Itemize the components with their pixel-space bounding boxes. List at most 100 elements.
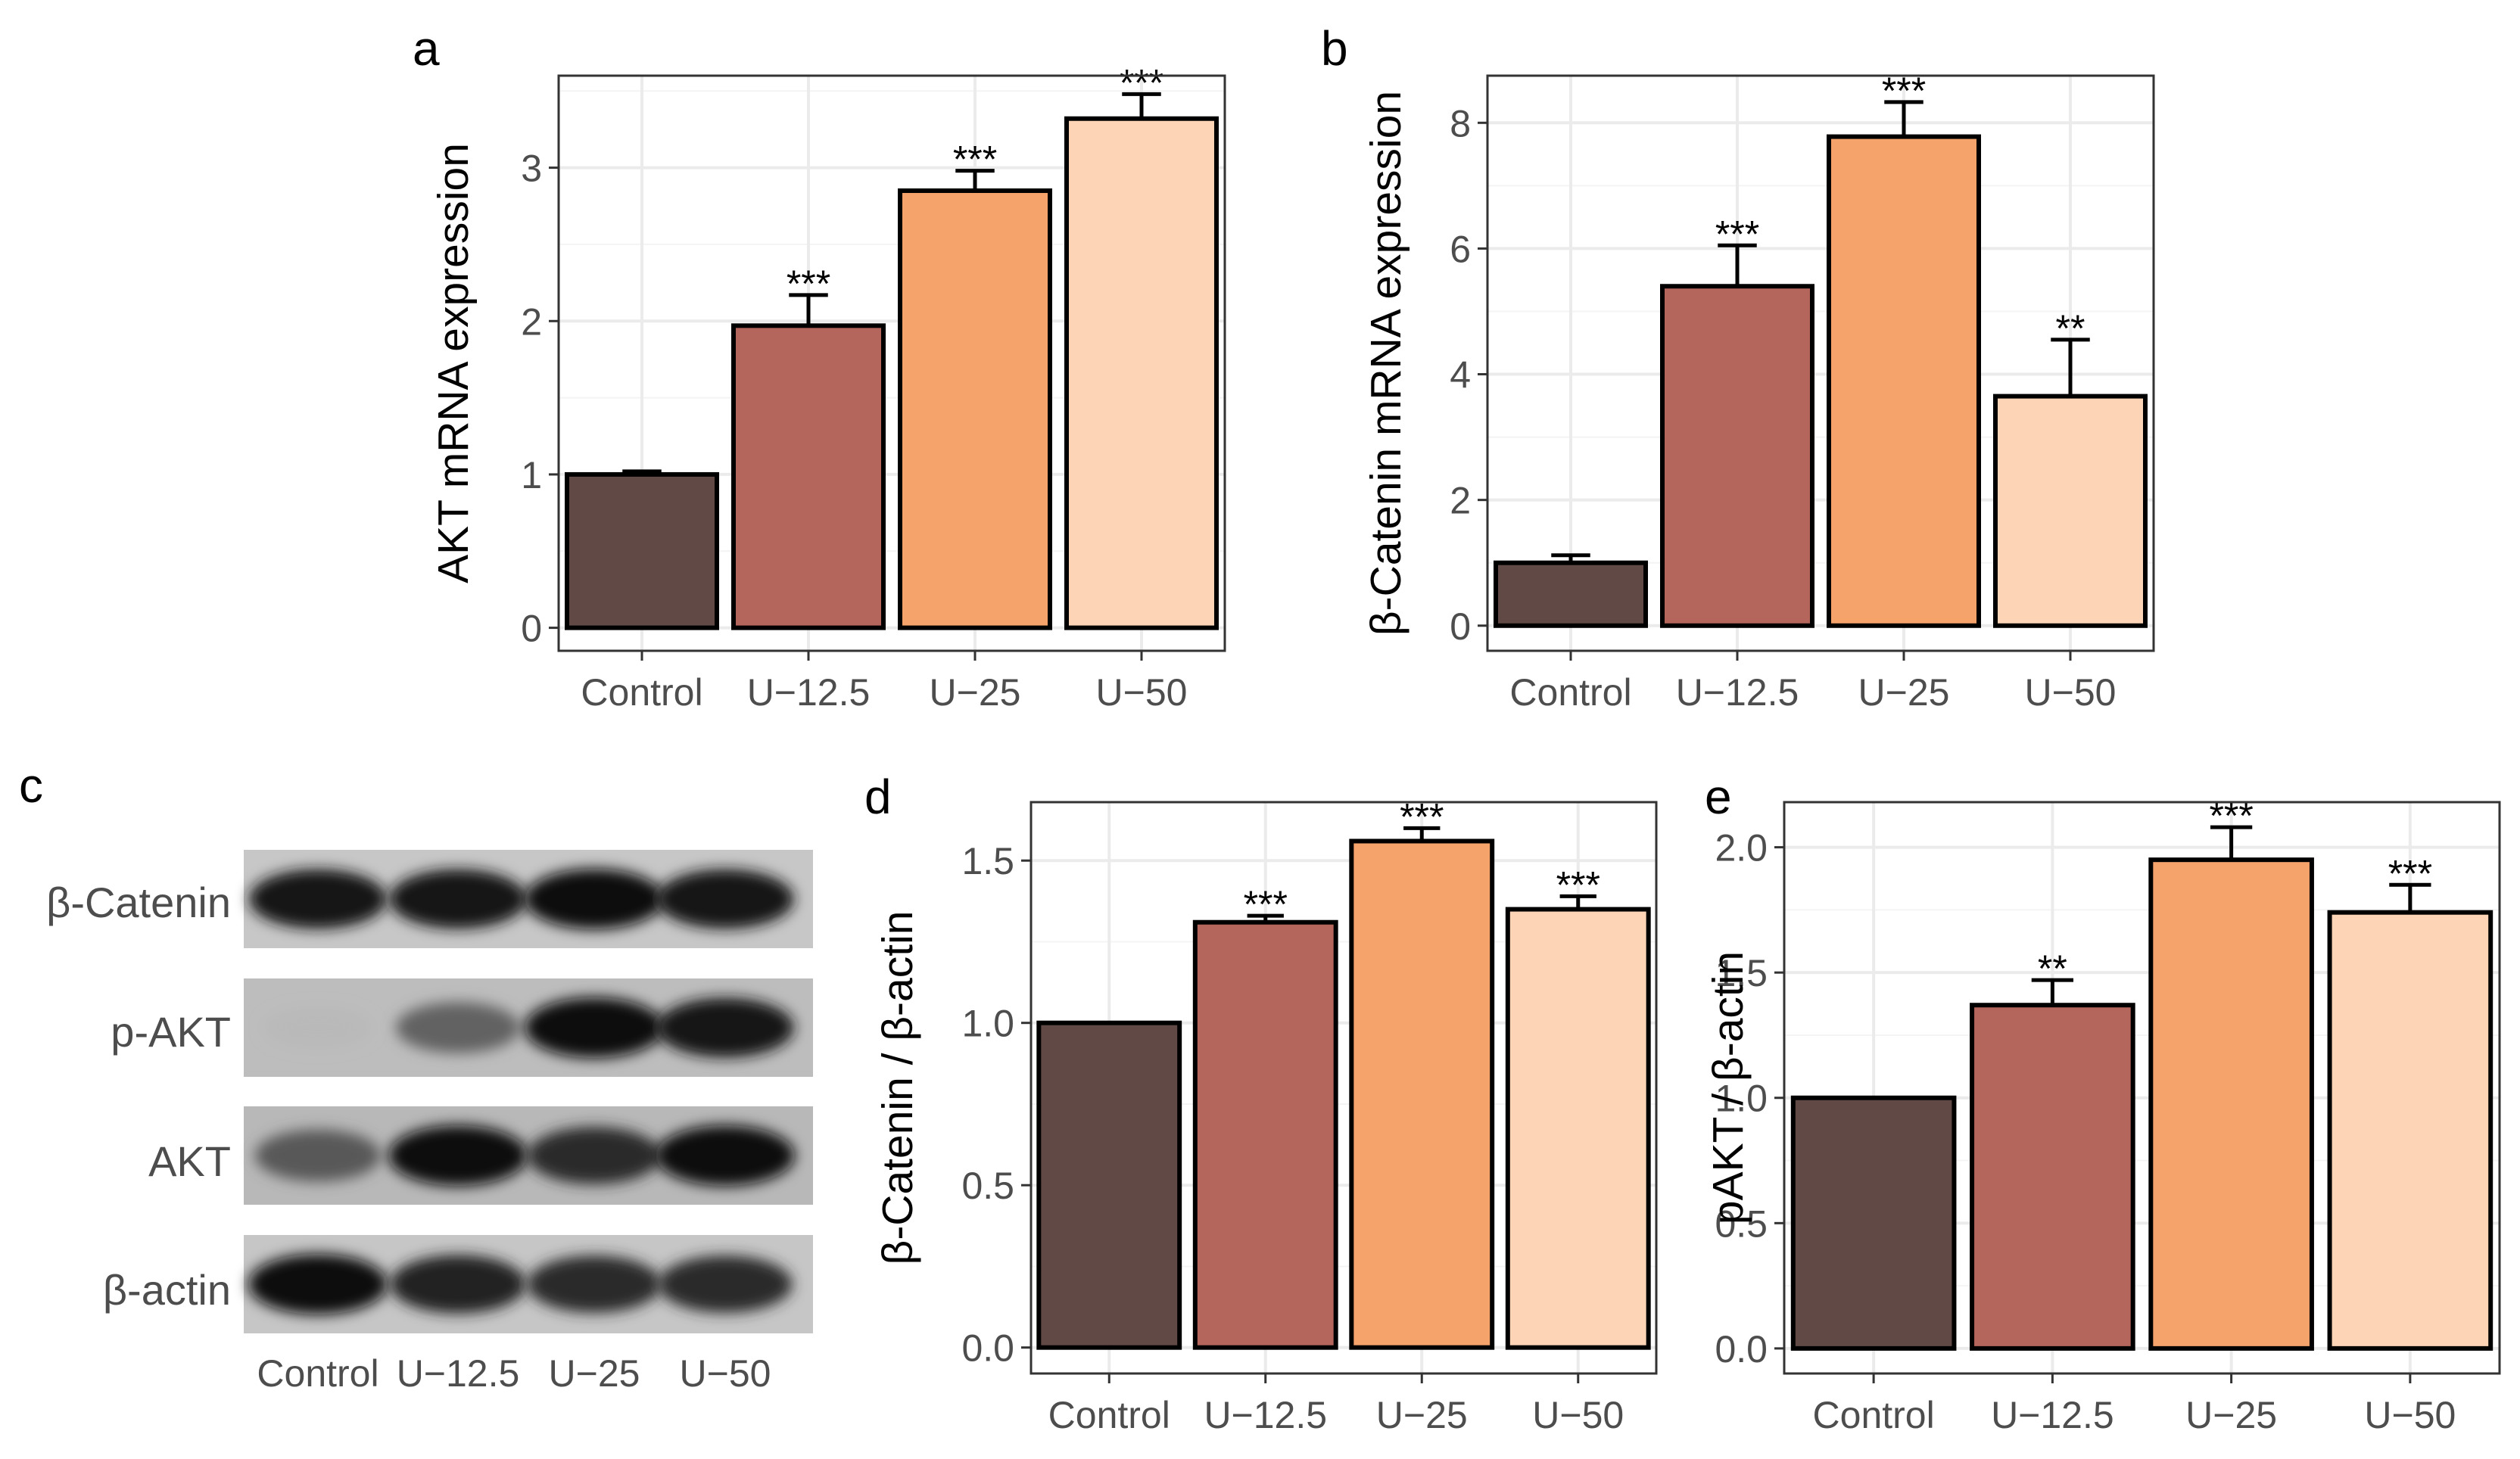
significance-label: *** bbox=[1120, 61, 1163, 104]
x-tick-label: U−50 bbox=[1532, 1394, 1624, 1436]
significance-label: ** bbox=[2038, 947, 2067, 990]
y-axis-title: β-Catenin mRNA expression bbox=[1362, 91, 1410, 636]
blot-band bbox=[527, 1127, 662, 1184]
bar bbox=[1827, 134, 1981, 628]
significance-label: *** bbox=[953, 138, 997, 181]
y-tick-label: 1 bbox=[521, 454, 542, 496]
y-tick-label: 6 bbox=[1450, 228, 1471, 270]
y-tick-label: 0.0 bbox=[961, 1327, 1014, 1370]
bar bbox=[898, 188, 1052, 630]
bar bbox=[1494, 560, 1648, 628]
blot-band bbox=[658, 1255, 793, 1313]
y-tick-label: 2 bbox=[1450, 480, 1471, 522]
x-tick-label: U−12.5 bbox=[1676, 671, 1799, 714]
bar bbox=[1993, 394, 2148, 628]
blot-lane-label: U−50 bbox=[680, 1352, 771, 1395]
chart-panel-e: 0.00.51.01.52.0********Control U−12.5 U−25… bbox=[1704, 795, 2501, 1436]
blot-band bbox=[527, 1255, 662, 1313]
y-tick-label: 8 bbox=[1450, 102, 1471, 145]
significance-label: *** bbox=[1715, 213, 1759, 255]
y-tick-label: 0.5 bbox=[1715, 1202, 1768, 1245]
x-tick-label: U−25 bbox=[1376, 1394, 1468, 1436]
y-tick-label: 2.0 bbox=[1715, 827, 1768, 869]
bar bbox=[1349, 838, 1495, 1350]
bar bbox=[1505, 907, 1651, 1350]
y-tick-label: 0.5 bbox=[961, 1165, 1014, 1207]
y-tick-label: 4 bbox=[1450, 354, 1471, 397]
x-tick-label: U−12.5 bbox=[1204, 1394, 1327, 1436]
y-tick-label: 0 bbox=[521, 608, 542, 650]
plot-frame bbox=[1783, 801, 2501, 1375]
y-tick-label: 3 bbox=[521, 148, 542, 190]
significance-label: ** bbox=[2056, 307, 2085, 350]
x-tick-label: U−50 bbox=[2364, 1394, 2456, 1436]
panel-label-d: d bbox=[864, 770, 892, 824]
blot-band bbox=[525, 997, 664, 1058]
y-tick-label: 1.5 bbox=[961, 840, 1014, 882]
blot-band bbox=[249, 869, 387, 929]
y-axis-title: AKT mRNA expression bbox=[429, 143, 478, 583]
plot-frame bbox=[1486, 74, 2155, 652]
blot-band bbox=[388, 1125, 528, 1186]
bar bbox=[565, 471, 719, 630]
x-tick-label: U−25 bbox=[930, 671, 1021, 714]
plot-frame bbox=[557, 74, 1226, 652]
chart-panel-d: 0.00.51.01.5*********Control U−12.5 U−25 U−… bbox=[874, 795, 1658, 1436]
blot-lane-label: Control bbox=[257, 1352, 378, 1395]
blot-band bbox=[656, 997, 794, 1058]
blot-row-label: p-AKT bbox=[111, 1008, 231, 1056]
blot-row-label: AKT bbox=[148, 1137, 231, 1185]
x-tick-label: Control bbox=[581, 671, 702, 714]
bar bbox=[1790, 1095, 1957, 1351]
blot-lane-label: U−25 bbox=[549, 1352, 640, 1395]
bar bbox=[1064, 116, 1219, 630]
y-axis-title: β-Catenin / β-actin bbox=[874, 911, 922, 1265]
bar bbox=[1660, 284, 1814, 628]
x-tick-label: U−25 bbox=[2185, 1394, 2277, 1436]
x-tick-label: U−25 bbox=[1858, 671, 1950, 714]
panel-label-a: a bbox=[413, 21, 440, 76]
bar bbox=[1970, 1003, 2135, 1351]
y-tick-label: 2 bbox=[521, 300, 542, 343]
blot-band bbox=[395, 1002, 521, 1053]
blot-row-label: β-Catenin bbox=[46, 879, 231, 926]
x-tick-label: U−50 bbox=[1096, 671, 1188, 714]
blot-band bbox=[525, 869, 664, 929]
blot-band bbox=[656, 1125, 795, 1186]
blot-band bbox=[389, 869, 527, 929]
bar bbox=[2148, 857, 2314, 1351]
y-tick-label: 1.0 bbox=[961, 1003, 1014, 1045]
x-tick-label: U−50 bbox=[2025, 671, 2117, 714]
y-tick-label: 1.5 bbox=[1715, 952, 1768, 994]
chart-panel-a: 0 1 2 3 *** *** *** Control U−12.5 U−25 U−50 AKT mR… bbox=[429, 61, 1226, 714]
y-tick-label: 0 bbox=[1450, 605, 1471, 648]
x-tick-label: Control bbox=[1509, 671, 1631, 714]
blot-lane-label: U−12.5 bbox=[397, 1352, 520, 1395]
panel-label-e: e bbox=[1705, 770, 1732, 824]
significance-label: *** bbox=[1244, 883, 1288, 925]
blot-band bbox=[263, 1006, 372, 1049]
x-tick-label: Control bbox=[1813, 1394, 1935, 1436]
bar bbox=[731, 323, 886, 630]
bar bbox=[2327, 910, 2494, 1351]
significance-label: *** bbox=[787, 263, 830, 305]
plot-frame bbox=[1029, 801, 1658, 1375]
blot-band bbox=[248, 1254, 388, 1314]
panel-label-b: b bbox=[1321, 21, 1348, 76]
blot-band bbox=[390, 1255, 526, 1314]
y-axis-title: pAKT / β-actin bbox=[1704, 951, 1752, 1224]
bar bbox=[1192, 919, 1338, 1350]
blot-band bbox=[656, 869, 794, 929]
y-tick-label: 0.0 bbox=[1715, 1328, 1768, 1370]
significance-label: *** bbox=[1556, 863, 1600, 906]
y-tick-label: 1.0 bbox=[1715, 1078, 1768, 1120]
x-tick-label: Control bbox=[1048, 1394, 1170, 1436]
blot-band bbox=[254, 1129, 382, 1182]
western-blot-panel: β-Catenin p-AKT AKT β-actin Control U−12… bbox=[46, 850, 813, 1395]
panel-label-c: c bbox=[19, 758, 43, 813]
blot-row-label: β-actin bbox=[103, 1266, 231, 1314]
x-tick-label: U−12.5 bbox=[747, 671, 871, 714]
bar bbox=[1036, 1020, 1182, 1350]
